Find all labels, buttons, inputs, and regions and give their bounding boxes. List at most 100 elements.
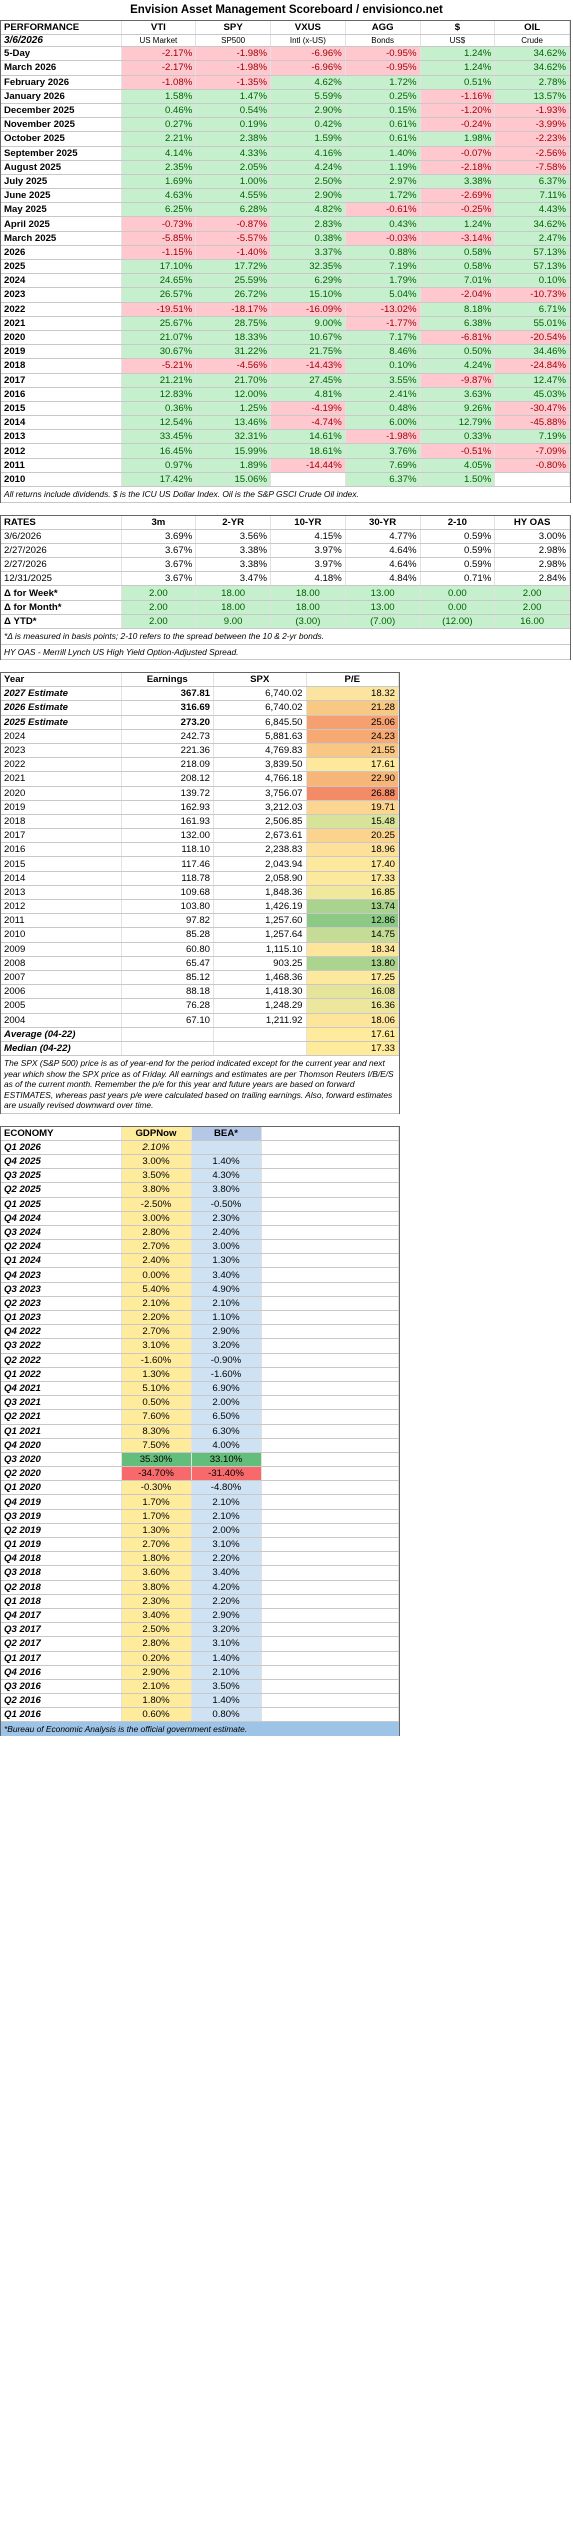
pe-cell: 16.85 <box>306 885 399 901</box>
table-cell: 4.05% <box>420 458 496 473</box>
bea-cell: 6.50% <box>191 1409 262 1425</box>
table-cell: 3.37% <box>270 245 346 261</box>
table-row: 2022 218.09 3,839.50 17.61 <box>1 757 399 773</box>
earnings-cell: 85.12 <box>121 970 214 986</box>
bea-cell: 2.90% <box>191 1608 262 1624</box>
row-label: August 2025 <box>1 160 122 175</box>
column-header: VTI <box>121 21 197 36</box>
empty-cell <box>121 1027 214 1042</box>
table-row: 2/27/2026 3.67% 3.38% 3.97% 4.64% 0.59% 2.98% <box>1 543 570 559</box>
table-cell: 2.00 <box>494 585 570 601</box>
table-cell: 1.79% <box>345 273 421 289</box>
table-cell: 24.65% <box>121 273 197 289</box>
row-label: 2005 <box>1 998 122 1014</box>
table-row: Q1 2019 2.70% 3.10% <box>1 1537 399 1553</box>
table-cell: 30.67% <box>121 344 197 360</box>
row-label: April 2025 <box>1 216 122 232</box>
table-cell: -0.25% <box>420 202 496 218</box>
row-label: Q1 2017 <box>1 1651 122 1666</box>
table-cell: 12.47% <box>494 373 570 388</box>
earnings-cell: 273.20 <box>121 715 214 730</box>
economy-section: ECONOMY GDPNow BEA* Q1 2026 2.10% Q4 2025 3.0… <box>0 1125 400 1737</box>
table-cell: 3.97% <box>270 543 346 559</box>
spacer-cell <box>261 1338 399 1354</box>
table-cell: (3.00) <box>270 614 346 630</box>
table-cell: -2.17% <box>121 60 197 76</box>
table-cell: 26.57% <box>121 287 197 303</box>
table-row: 2021 208.12 4,766.18 22.90 <box>1 771 399 787</box>
earnings-cell: 67.10 <box>121 1013 214 1028</box>
table-row: 2012 103.80 1,426.19 13.74 <box>1 899 399 915</box>
table-cell: 4.14% <box>121 146 197 161</box>
table-cell: 1.19% <box>345 160 421 175</box>
pe-cell: 21.55 <box>306 743 399 759</box>
table-row: Q2 2020 -34.70% -31.40% <box>1 1466 399 1482</box>
spx-cell: 1,257.60 <box>213 913 307 929</box>
table-cell: 8.46% <box>345 344 421 360</box>
row-label: Q3 2020 <box>1 1452 122 1468</box>
gdpnow-cell: 2.70% <box>121 1537 192 1553</box>
table-cell: 1.72% <box>345 75 421 90</box>
spacer-cell <box>261 1537 399 1553</box>
table-cell: 0.36% <box>121 401 197 417</box>
table-cell: 4.33% <box>195 146 271 161</box>
table-row: 2018 -5.21% -4.56% -14.43% 0.10% 4.24% -24.84% <box>1 358 570 374</box>
table-row: Q4 2018 1.80% 2.20% <box>1 1551 399 1567</box>
table-cell: 6.25% <box>121 202 197 218</box>
table-row: 2017 132.00 2,673.61 20.25 <box>1 828 399 844</box>
row-label: Q1 2016 <box>1 1707 122 1723</box>
row-label: 2/27/2026 <box>1 557 122 573</box>
table-row: Q1 2024 2.40% 1.30% <box>1 1253 399 1269</box>
gdpnow-cell: 1.30% <box>121 1367 192 1382</box>
spacer-cell <box>261 1381 399 1397</box>
row-label: Q1 2022 <box>1 1367 122 1382</box>
table-cell: 0.59% <box>420 529 496 544</box>
table-row: Q2 2022 -1.60% -0.90% <box>1 1353 399 1368</box>
row-label: July 2025 <box>1 174 122 190</box>
table-cell: 15.06% <box>195 472 271 488</box>
spacer-cell <box>261 1580 399 1595</box>
row-label: 2011 <box>1 458 122 473</box>
earnings-cell: 117.46 <box>121 856 214 872</box>
spacer-cell <box>261 1282 399 1297</box>
pe-cell: 18.96 <box>306 842 399 858</box>
table-cell: -30.47% <box>494 401 570 417</box>
table-cell: 4.24% <box>270 160 346 175</box>
table-cell: 0.61% <box>345 131 421 147</box>
empty-cell <box>121 1041 214 1057</box>
column-header: 3m <box>121 515 197 530</box>
table-cell: 1.40% <box>345 146 421 161</box>
table-row: 2007 85.12 1,468.36 17.25 <box>1 970 399 986</box>
row-label: 2011 <box>1 913 122 929</box>
bea-cell: 2.00% <box>191 1523 262 1539</box>
gdpnow-cell: 3.10% <box>121 1338 192 1354</box>
gdpnow-cell: 3.50% <box>121 1168 192 1184</box>
table-cell: -6.96% <box>270 46 346 62</box>
table-cell: -1.98% <box>195 60 271 76</box>
table-cell: 17.10% <box>121 259 197 275</box>
table-cell: 3.67% <box>121 557 197 573</box>
row-label: March 2025 <box>1 231 122 246</box>
bea-cell: 4.90% <box>191 1282 262 1297</box>
table-cell: 0.46% <box>121 103 197 119</box>
earnings-cell: 218.09 <box>121 757 214 773</box>
table-cell: 0.61% <box>345 117 421 133</box>
table-cell: 3.56% <box>195 529 271 544</box>
table-cell: 2.90% <box>270 103 346 119</box>
column-subheader: SP500 <box>195 34 271 48</box>
table-cell: 21.70% <box>195 373 271 388</box>
row-label: 2013 <box>1 885 122 901</box>
table-cell: 0.27% <box>121 117 197 133</box>
table-cell: 31.22% <box>195 344 271 360</box>
earnings-cell: 162.93 <box>121 800 214 815</box>
table-row: Q2 2021 7.60% 6.50% <box>1 1409 399 1425</box>
rates-table: RATES 3m 2-YR 10-YR 30-YR 2-10 HY OAS 3/6/2026… <box>1 515 570 630</box>
spx-cell: 3,756.07 <box>213 786 307 801</box>
pe-cell: 17.61 <box>306 1027 399 1042</box>
gdpnow-cell: 0.00% <box>121 1267 192 1283</box>
spacer-cell <box>261 1636 399 1652</box>
gdpnow-cell: -0.30% <box>121 1480 192 1496</box>
spx-cell: 1,848.36 <box>213 885 307 901</box>
row-label: Q1 2020 <box>1 1480 122 1496</box>
bea-cell: 2.10% <box>191 1296 262 1312</box>
